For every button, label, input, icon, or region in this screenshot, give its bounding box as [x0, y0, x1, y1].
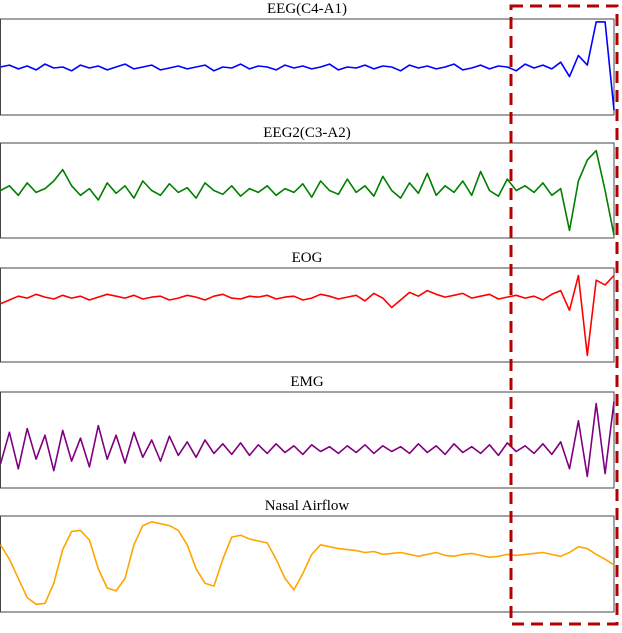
signal-line	[0, 401, 615, 478]
panel-frame	[0, 267, 615, 363]
panel-title: EEG(C4-A1)	[267, 1, 347, 17]
panel-title: EOG	[292, 250, 323, 266]
panel-title: EEG2(C3-A2)	[263, 125, 350, 141]
signal-line	[0, 149, 615, 236]
signal-line	[0, 21, 615, 111]
signal-line	[0, 274, 615, 357]
panel-title: EMG	[290, 374, 324, 390]
panel-frame	[0, 515, 615, 613]
panel-title: Nasal Airflow	[265, 498, 350, 514]
signal-line	[0, 521, 615, 606]
highlight-box	[509, 4, 619, 626]
panel-frame	[0, 391, 615, 489]
